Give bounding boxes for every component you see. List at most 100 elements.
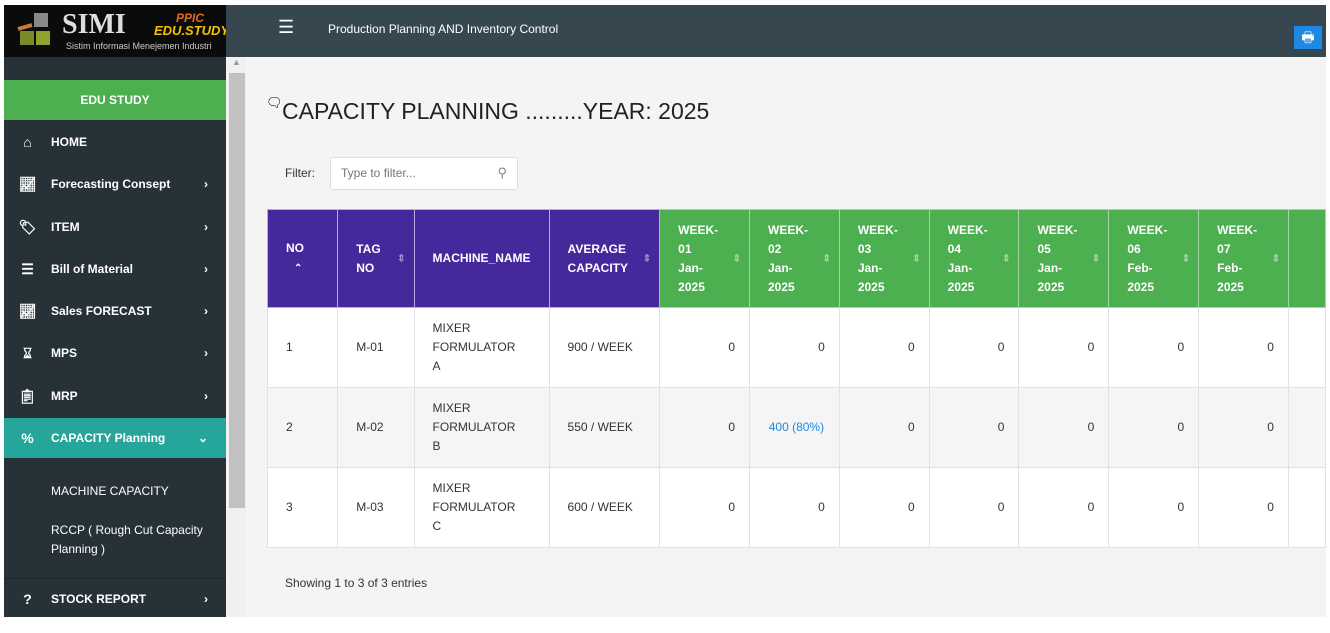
cell-week-value: 0 <box>1018 467 1110 548</box>
cell-tag: M-03 <box>337 467 415 548</box>
sidebar-subitem-machine-capacity[interactable]: MACHINE CAPACITY <box>51 484 169 498</box>
week-column-header[interactable]: WEEK- 02 Jan- 2025 ⇕ <box>749 209 840 308</box>
cell-week-value <box>1287 467 1326 548</box>
week-column-header[interactable]: WEEK- 01 Jan- 2025 ⇕ <box>659 209 750 308</box>
sidebar-item-item[interactable]: 🏷︎ ITEM › <box>4 207 226 247</box>
sidebar-item-label: Sales FORECAST <box>51 304 152 318</box>
column-header-label: AVERAGE CAPACITY <box>567 241 628 275</box>
sidebar-item-label: CAPACITY Planning <box>51 431 166 445</box>
week-header-line: WEEK- <box>1127 222 1168 237</box>
chevron-right-icon: › <box>204 591 208 606</box>
print-button[interactable]: 🖶 <box>1294 26 1322 49</box>
sidebar-item-label: HOME <box>51 135 87 149</box>
cell-cap: 900 / WEEK <box>548 307 661 388</box>
column-header[interactable]: NO ⌃ <box>266 209 339 308</box>
chevron-right-icon: › <box>204 262 208 276</box>
filter-text-field[interactable] <box>341 166 481 180</box>
sort-icon[interactable]: ⇕ <box>1091 253 1101 264</box>
week-column-header[interactable]: WEEK- 03 Jan- 2025 ⇕ <box>838 209 930 308</box>
main-content: 🗨︎ CAPACITY PLANNING .........YEAR: 2025… <box>246 57 1326 617</box>
column-header[interactable]: AVERAGE CAPACITY ⇕ <box>548 209 661 308</box>
cell-week-value: 0 <box>928 307 1020 388</box>
week-header-line: 04 <box>947 241 962 256</box>
sidebar-scrollbar[interactable]: ▲ <box>228 57 246 617</box>
week-header-line: 07 <box>1217 241 1231 256</box>
chevron-right-icon: › <box>204 346 208 360</box>
chevron-right-icon: › <box>204 304 208 318</box>
sort-icon[interactable]: ⇕ <box>1271 253 1280 264</box>
sidebar: EDU STUDY ⌂ HOME 📈︎ Forecasting Consept › 🏷… <box>4 57 226 617</box>
week-column-header[interactable]: WEEK- 07 Feb- 2025 ⇕ <box>1198 209 1289 308</box>
week-header-line: Jan- <box>947 260 973 275</box>
sidebar-item-forecasting[interactable]: 📈︎ Forecasting Consept › <box>4 164 226 204</box>
cell-week-value[interactable]: 400 (80%) <box>749 387 840 468</box>
week-header-line: WEEK- <box>857 222 898 237</box>
sort-icon[interactable]: ⇕ <box>397 253 406 264</box>
comment-icon: 🗨︎ <box>266 95 283 110</box>
week-header-line: WEEK- <box>1217 222 1258 237</box>
search-icon: ⚲ <box>497 165 507 180</box>
column-header[interactable]: TAG NO ⇕ <box>337 209 415 308</box>
home-icon: ⌂ <box>23 134 32 150</box>
sort-icon[interactable]: ⇕ <box>1181 253 1191 264</box>
filter-input[interactable]: ⚲ <box>330 157 518 190</box>
cell-week-value: 0 <box>1108 307 1200 388</box>
column-header-label: MACHINE_NAME <box>432 251 531 265</box>
sidebar-subitem-rccp[interactable]: RCCP ( Rough Cut Capacity Planning ) <box>51 523 203 556</box>
week-header-line: 2025 <box>857 279 885 294</box>
sort-icon[interactable]: ⇕ <box>822 253 831 264</box>
cell-week-value: 0 <box>1198 467 1289 548</box>
logo-tag: EDU.STUDY <box>154 23 230 38</box>
cell-week-value <box>1287 387 1326 468</box>
logo[interactable]: SIMI PPIC EDU.STUDY Sistim Informasi Men… <box>4 5 230 57</box>
sidebar-item-mrp[interactable]: 📋︎ MRP › <box>4 376 226 416</box>
sort-asc-icon[interactable]: ⌃ <box>294 263 303 274</box>
week-header-line: 2025 <box>1037 279 1065 294</box>
cell-week-value: 0 <box>659 307 750 388</box>
week-column-header[interactable]: WEEK- 05 Jan- 2025 ⇕ <box>1018 209 1110 308</box>
chevron-right-icon: › <box>204 389 208 403</box>
week-header-line: Feb- <box>1127 260 1153 275</box>
week-header-line: Jan- <box>768 260 793 275</box>
week-header-line: 05 <box>1037 241 1051 256</box>
week-column-header[interactable] <box>1287 209 1326 308</box>
cell-week-value: 0 <box>659 467 750 548</box>
logo-mark-icon <box>17 13 50 45</box>
capacity-table: NO⌃ TAG NO ⇕ MACHINE_NAME AVERAGE CAPACITY ⇕ W… <box>266 209 1326 548</box>
week-header-line: WEEK- <box>768 222 808 237</box>
page-title: CAPACITY PLANNING .........YEAR: 2025 <box>282 98 710 124</box>
week-column-header[interactable]: WEEK- 04 Jan- 2025 ⇕ <box>928 209 1020 308</box>
week-header-line: 2025 <box>1217 279 1244 294</box>
edu-study-banner[interactable]: EDU STUDY <box>4 80 226 120</box>
cell-week-value: 0 <box>749 467 840 548</box>
scroll-up-icon[interactable]: ▲ <box>232 57 241 67</box>
help-icon: ? <box>23 590 32 607</box>
sort-icon[interactable]: ⇕ <box>912 253 921 264</box>
sidebar-item-label: MRP <box>51 389 78 403</box>
sort-icon[interactable]: ⇕ <box>642 253 652 264</box>
sidebar-item-label: STOCK REPORT <box>51 591 147 606</box>
sidebar-item-label: Forecasting Consept <box>51 177 171 191</box>
sort-icon[interactable]: ⇕ <box>1002 253 1011 264</box>
sidebar-item-capacity-planning[interactable]: % CAPACITY Planning ⌄ <box>4 418 226 458</box>
sidebar-item-label: MPS <box>51 346 78 360</box>
scrollbar-thumb[interactable] <box>229 73 245 508</box>
menu-toggle-icon[interactable]: ☰ <box>278 17 295 37</box>
week-column-header[interactable]: WEEK- 06 Feb- 2025 ⇕ <box>1108 209 1200 308</box>
week-header-line: WEEK- <box>947 222 988 237</box>
chevron-right-icon: › <box>204 220 208 234</box>
sort-icon[interactable]: ⇕ <box>732 253 741 264</box>
column-header[interactable]: MACHINE_NAME <box>413 209 550 308</box>
week-header-line: Jan- <box>857 260 883 275</box>
tag-icon: 🏷︎ <box>18 218 37 235</box>
table-row: 3 M-03 MIXER FORMULATOR C 600 / WEEK 0 0 0 0 0 0 0 <box>266 467 1326 548</box>
week-header-line: Jan- <box>678 260 703 275</box>
week-header-line: 01 <box>678 241 692 256</box>
sidebar-item-home[interactable]: ⌂ HOME <box>4 122 226 162</box>
sidebar-item-sales-forecast[interactable]: 📈︎ Sales FORECAST › <box>4 291 226 331</box>
sidebar-item-mps[interactable]: ⌛︎ MPS › <box>4 333 226 373</box>
sidebar-item-stock-report[interactable]: ? STOCK REPORT › <box>4 578 226 617</box>
sidebar-item-bom[interactable]: ☰ Bill of Material › <box>4 249 226 289</box>
cell-tag: M-02 <box>337 387 415 468</box>
app-title: Production Planning AND Inventory Contro… <box>328 22 559 36</box>
